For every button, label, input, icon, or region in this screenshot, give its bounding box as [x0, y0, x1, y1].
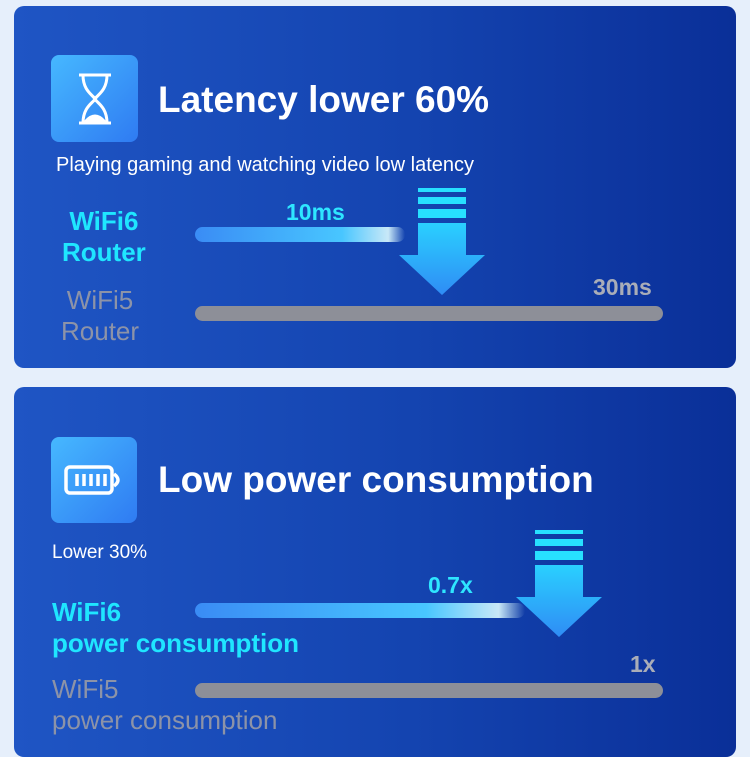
- wifi5-power-value: 1x: [630, 651, 656, 677]
- wifi5-label-line1: WiFi5: [66, 285, 134, 315]
- wifi6-label-line2: Router: [62, 237, 146, 267]
- wifi5-latency-value: 30ms: [593, 274, 652, 300]
- wifi6-router-label: WiFi6 Router: [62, 206, 146, 268]
- wifi6-label-line1: WiFi6: [52, 597, 122, 627]
- wifi6-power-label: WiFi6 power consumption: [52, 597, 299, 659]
- hourglass-icon-box: [51, 55, 138, 142]
- wifi5-power-label: WiFi5 power consumption: [52, 674, 277, 736]
- wifi5-label-line2: power consumption: [52, 705, 278, 735]
- hourglass-icon: [78, 73, 111, 124]
- latency-card: Latency lower 60% Playing gaming and wat…: [14, 6, 736, 368]
- wifi5-router-label: WiFi5 Router: [61, 285, 139, 347]
- power-title: Low power consumption: [158, 459, 594, 500]
- wifi6-latency-value: 10ms: [286, 199, 345, 225]
- power-subtitle: Lower 30%: [52, 542, 148, 563]
- latency-subtitle: Playing gaming and watching video low la…: [56, 154, 475, 176]
- down-arrow-icon: [399, 188, 485, 300]
- battery-icon: [64, 465, 120, 495]
- down-arrow-icon: [516, 530, 602, 642]
- wifi5-latency-bar: [195, 306, 663, 321]
- wifi5-label-line2: Router: [61, 316, 140, 346]
- wifi6-power-value: 0.7x: [428, 572, 473, 598]
- wifi6-latency-bar: [195, 227, 405, 242]
- wifi6-label-line1: WiFi6: [69, 206, 139, 236]
- latency-title: Latency lower 60%: [158, 79, 490, 120]
- power-card: Low power consumption Lower 30% 0.7x WiF…: [14, 387, 736, 757]
- battery-icon-box: [51, 437, 137, 523]
- wifi6-power-bar: [195, 603, 525, 618]
- wifi5-label-line1: WiFi5: [52, 674, 119, 704]
- wifi5-power-bar: [195, 683, 663, 698]
- wifi6-label-line2: power consumption: [52, 628, 299, 658]
